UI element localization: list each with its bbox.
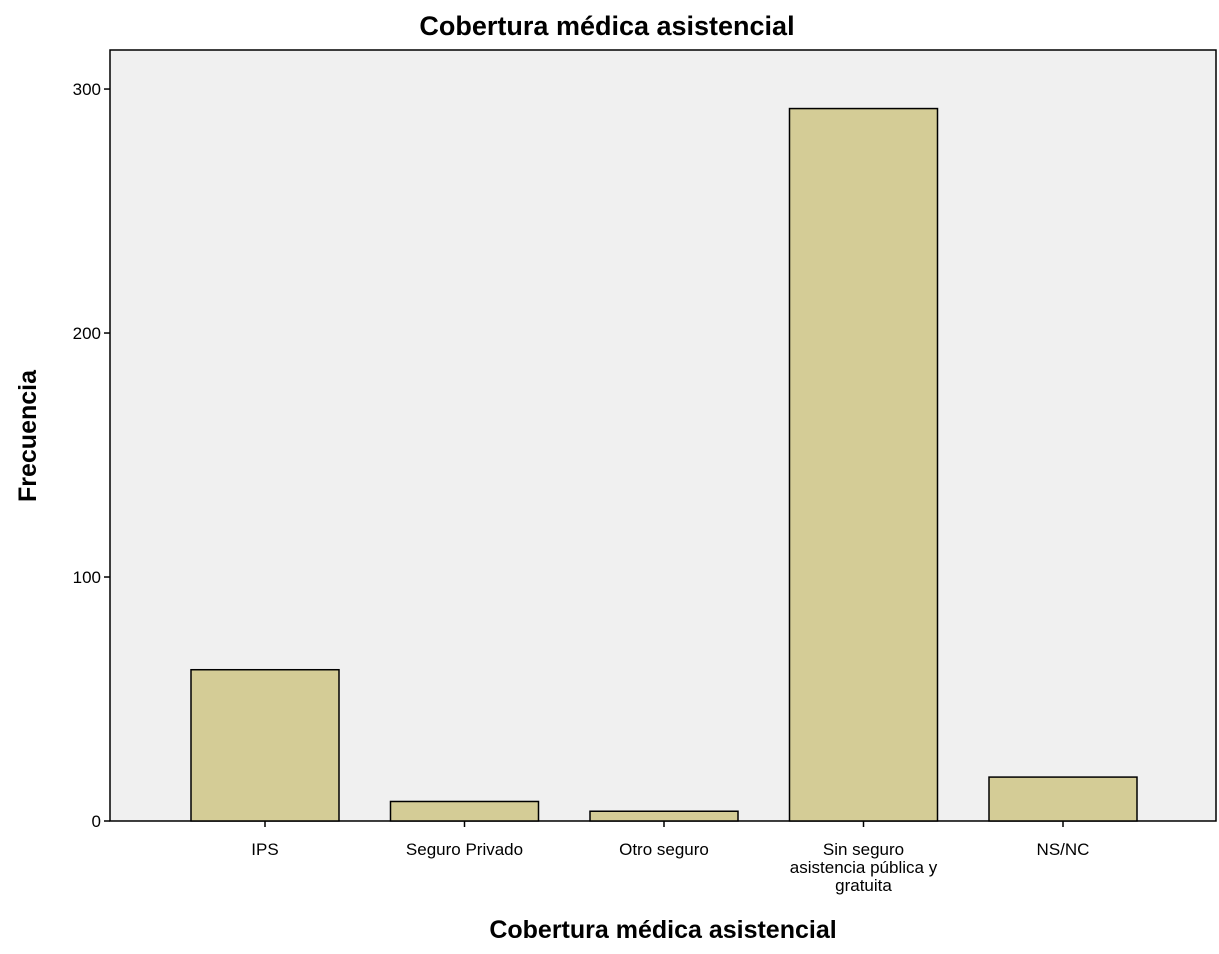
x-tick-label: Sin seguro asistencia pública y gratuita [790, 840, 938, 895]
x-tick-label: Seguro Privado [406, 840, 523, 859]
y-axis-title: Frecuencia [14, 369, 42, 502]
y-tick-label: 200 [73, 324, 101, 343]
chart-title: Cobertura médica asistencial [419, 11, 794, 41]
bar [988, 776, 1138, 822]
x-tick-label: NS/NC [1037, 840, 1090, 859]
bar [788, 107, 939, 822]
x-tick-label-line: Sin seguro [823, 840, 904, 859]
y-tick-label: 300 [73, 80, 101, 99]
x-axis-title: Cobertura médica asistencial [489, 916, 836, 944]
x-tick-label-line: Otro seguro [619, 840, 709, 859]
y-tick-label: 0 [92, 812, 101, 831]
x-tick-label-line: asistencia pública y [790, 858, 938, 877]
bar [589, 810, 739, 822]
x-tick-label-line: gratuita [835, 876, 892, 895]
x-tick-label: IPS [251, 840, 278, 859]
bar [190, 668, 340, 822]
x-tick-label-line: Seguro Privado [406, 840, 523, 859]
x-tick-label: Otro seguro [619, 840, 709, 859]
bar [389, 800, 540, 822]
x-tick-label-line: NS/NC [1037, 840, 1090, 859]
y-tick-label: 100 [73, 568, 101, 587]
x-axis: IPS Seguro Privado Otro seguro Sin seguro as… [251, 821, 1089, 895]
x-tick-label-line: IPS [251, 840, 278, 859]
y-axis: 0 100 200 300 [73, 80, 110, 831]
